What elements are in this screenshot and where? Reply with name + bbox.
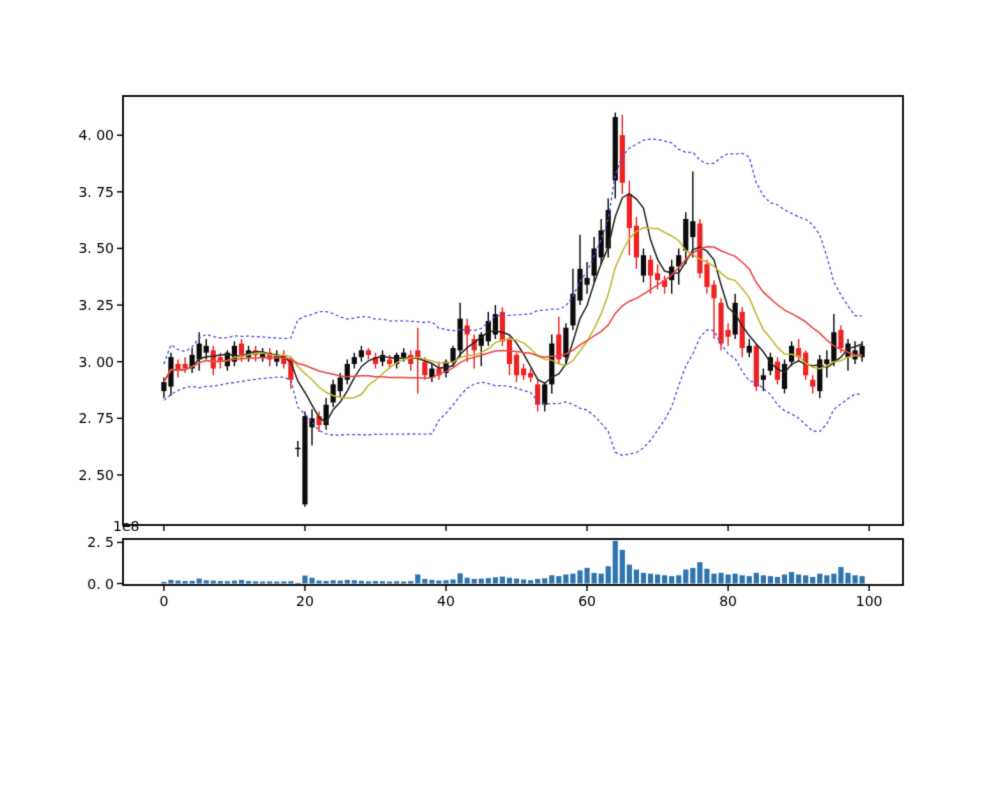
stock-chart-figure: 软饮料 维维股份 600300 流通16.72亿股 bbox=[0, 0, 1000, 800]
candlestick-volume-canvas bbox=[0, 0, 1000, 800]
